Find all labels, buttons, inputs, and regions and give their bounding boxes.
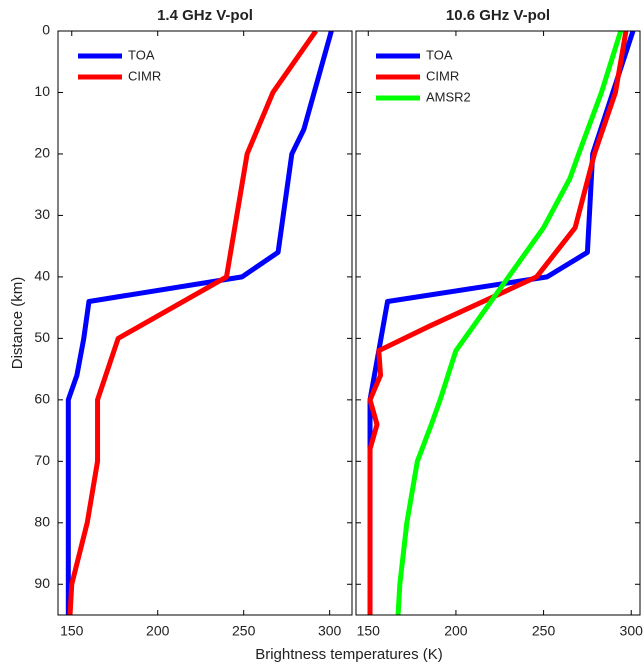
y-tick-label: 60	[34, 391, 50, 407]
plot-area	[356, 31, 640, 615]
chart-title: 10.6 GHz V-pol	[446, 7, 550, 24]
y-tick-label: 30	[34, 206, 50, 222]
y-tick-label: 90	[34, 575, 50, 591]
x-axis-label: Brightness temperatures (K)	[255, 646, 443, 663]
y-tick-label: 10	[34, 83, 50, 99]
x-tick-label: 200	[146, 623, 170, 639]
x-tick-label: 150	[357, 623, 381, 639]
data-line	[65, 31, 334, 615]
y-tick-label: 50	[34, 329, 50, 345]
legend-label: CIMR	[426, 68, 459, 83]
x-tick-label: 250	[232, 623, 256, 639]
x-tick-label: 200	[444, 623, 468, 639]
y-tick-label: 0	[42, 22, 50, 38]
x-tick-label: 150	[60, 623, 84, 639]
data-line	[67, 31, 318, 615]
legend-label: CIMR	[128, 68, 161, 83]
y-tick-label: 70	[34, 452, 50, 468]
x-tick-label: 300	[620, 623, 644, 639]
chart-title: 1.4 GHz V-pol	[157, 7, 253, 24]
data-line	[395, 31, 624, 615]
plot-frame	[57, 30, 353, 616]
x-tick-label: 300	[318, 623, 342, 639]
legend-label: TOA	[128, 47, 155, 62]
y-tick-label: 80	[34, 513, 50, 529]
legend-label: AMSR2	[426, 89, 471, 104]
y-tick-label: 40	[34, 268, 50, 284]
x-tick-label: 250	[532, 623, 556, 639]
legend-label: TOA	[426, 47, 453, 62]
y-axis-label: Distance (km)	[9, 277, 26, 370]
data-line	[367, 31, 629, 615]
plot-frame	[355, 30, 641, 616]
y-tick-label: 20	[34, 145, 50, 161]
